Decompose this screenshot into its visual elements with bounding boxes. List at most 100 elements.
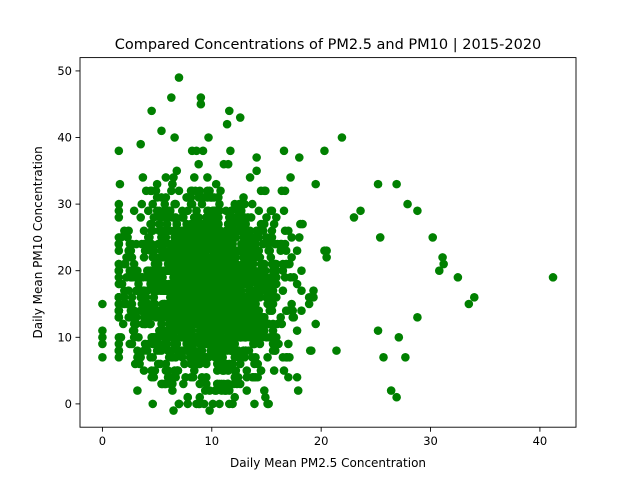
scatter-point <box>210 352 220 362</box>
scatter-point <box>233 293 243 302</box>
scatter-point <box>210 259 220 269</box>
scatter-point <box>114 206 124 216</box>
scatter-point <box>148 226 158 236</box>
scatter-point <box>267 306 277 315</box>
scatter-point <box>215 206 224 216</box>
scatter-point <box>232 213 242 222</box>
scatter-point <box>114 246 124 256</box>
scatter-point <box>203 319 212 329</box>
scatter-point <box>205 226 214 236</box>
scatter-point <box>220 359 230 369</box>
scatter-point <box>286 173 295 182</box>
scatter-point <box>174 186 184 196</box>
scatter-point <box>322 253 331 262</box>
scatter-point <box>183 273 193 282</box>
scatter-point <box>98 326 107 335</box>
scatter-point <box>202 359 211 369</box>
scatter-point <box>232 279 242 289</box>
scatter-point <box>158 213 167 222</box>
scatter-point <box>202 213 211 222</box>
scatter-point <box>169 326 178 335</box>
scatter-point <box>157 319 166 329</box>
scatter-point <box>134 279 143 289</box>
scatter-point <box>174 73 184 82</box>
scatter-point <box>154 206 164 216</box>
scatter-point <box>168 253 177 262</box>
scatter-point <box>239 193 248 202</box>
scatter-point <box>183 206 193 216</box>
scatter-point <box>126 273 136 282</box>
scatter-point <box>259 386 269 395</box>
scatter-point <box>187 226 197 236</box>
scatter-point <box>204 239 213 249</box>
scatter-point <box>164 313 174 322</box>
scatter-point <box>185 253 195 262</box>
scatter-point <box>114 199 124 209</box>
scatter-point <box>185 352 195 362</box>
scatter-point <box>177 306 187 315</box>
scatter-point <box>207 219 217 229</box>
scatter-point <box>194 286 203 295</box>
scatter-point <box>136 139 145 149</box>
scatter-point <box>172 219 182 229</box>
scatter-point <box>223 333 233 342</box>
scatter-point <box>192 273 201 282</box>
scatter-point <box>268 319 278 329</box>
scatter-point <box>162 206 172 216</box>
scatter-point <box>152 193 162 202</box>
scatter-point <box>114 339 124 349</box>
scatter-point <box>125 313 135 322</box>
scatter-point <box>235 379 245 389</box>
scatter-point <box>265 246 275 256</box>
scatter-point <box>126 239 136 249</box>
scatter-point <box>252 226 261 236</box>
scatter-point <box>189 239 199 249</box>
scatter-point <box>297 266 306 276</box>
scatter-point <box>189 346 199 355</box>
scatter-point <box>187 266 197 276</box>
scatter-point <box>167 186 176 196</box>
scatter-point <box>262 279 271 289</box>
scatter-point <box>215 199 224 209</box>
scatter-point <box>219 246 229 256</box>
scatter-point <box>226 219 235 229</box>
scatter-point <box>148 199 158 209</box>
scatter-point <box>196 93 206 102</box>
scatter-point <box>194 333 203 342</box>
scatter-point <box>129 206 139 216</box>
scatter-point <box>263 286 272 295</box>
scatter-point <box>224 226 234 236</box>
scatter-point <box>193 293 202 302</box>
scatter-point <box>216 319 225 329</box>
scatter-point <box>229 286 238 295</box>
scatter-point <box>194 159 203 169</box>
scatter-point <box>172 166 182 176</box>
scatter-point <box>157 326 166 335</box>
scatter-point <box>229 306 238 315</box>
scatter-point <box>163 372 173 382</box>
scatter-point <box>159 299 168 309</box>
scatter-point <box>247 319 257 329</box>
scatter-point <box>98 339 107 349</box>
scatter-point <box>292 372 302 382</box>
scatter-point <box>287 233 296 242</box>
scatter-point <box>167 266 176 276</box>
scatter-point <box>189 173 199 182</box>
scatter-point <box>139 366 149 375</box>
chart-title: Compared Concentrations of PM2.5 and PM1… <box>115 37 542 53</box>
scatter-point <box>292 326 302 335</box>
scatter-point <box>272 213 281 222</box>
scatter-point <box>161 379 171 389</box>
scatter-point <box>247 199 257 209</box>
scatter-point <box>276 313 286 322</box>
scatter-point <box>216 186 225 196</box>
scatter-point <box>125 266 135 276</box>
scatter-point <box>259 319 269 329</box>
scatter-point <box>231 333 241 342</box>
scatter-point <box>145 319 154 329</box>
scatter-point <box>263 352 272 362</box>
scatter-point <box>241 326 250 335</box>
scatter-point <box>252 333 261 342</box>
scatter-point <box>168 333 177 342</box>
scatter-point <box>285 352 294 362</box>
